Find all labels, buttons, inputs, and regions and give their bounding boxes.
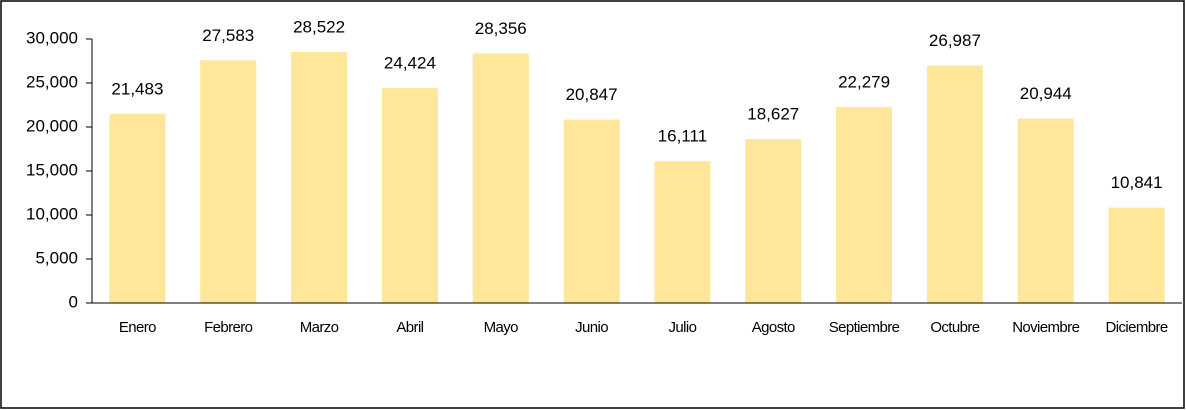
data-label: 21,483 [111,79,163,98]
x-tick-label: Septiembre [829,319,900,336]
x-tick-label: Octubre [930,319,979,336]
y-tick-label: 15,000 [26,160,78,179]
bar [291,52,348,303]
bar [200,60,257,304]
data-label: 10,841 [1111,173,1163,192]
data-label: 16,111 [658,127,707,146]
bar [381,88,438,303]
x-tick-label: Mayo [484,319,519,336]
x-tick-label: Marzo [300,319,339,336]
bar [563,119,620,303]
x-tick-label: Noviembre [1012,319,1079,336]
bar [836,106,893,304]
x-tick-label: Junio [575,319,608,336]
bar [472,53,529,304]
bar [926,65,983,303]
bar [1017,118,1074,303]
y-tick-label: 5,000 [35,248,78,267]
y-tick-label: 10,000 [26,204,78,223]
x-tick-label: Febrero [204,319,253,336]
y-tick-label: 20,000 [26,116,78,135]
x-tick-label: Abril [396,319,423,336]
data-label: 28,522 [293,17,345,36]
x-tick-label: Diciembre [1106,319,1168,336]
x-tick-label: Agosto [752,319,795,336]
data-label: 22,279 [838,72,890,91]
y-tick-label: 0 [69,292,78,311]
bar [1108,207,1165,303]
bar [745,139,802,303]
y-tick-label: 25,000 [26,72,78,91]
data-label: 24,424 [384,54,436,73]
data-label: 26,987 [929,31,981,50]
x-tick-label: Enero [119,319,156,336]
x-tick-label: Julio [668,319,696,336]
bar [654,161,711,303]
data-label: 20,944 [1020,84,1072,103]
y-tick-label: 30,000 [26,28,78,47]
data-label: 28,356 [475,19,527,38]
data-label: 18,627 [747,105,799,124]
bar [109,113,166,303]
data-label: 27,583 [202,26,254,45]
data-label: 20,847 [566,85,618,104]
